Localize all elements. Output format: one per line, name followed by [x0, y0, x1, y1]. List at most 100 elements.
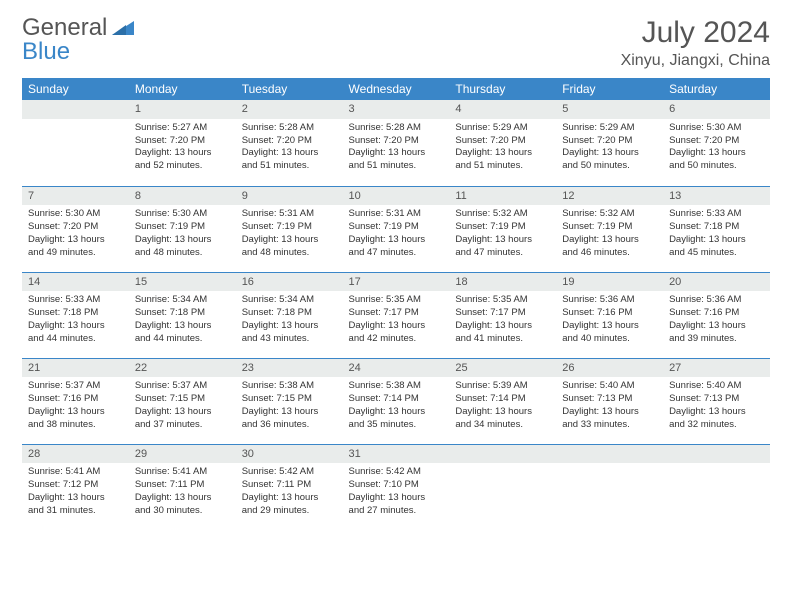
- sunrise-text: Sunrise: 5:40 AM: [669, 380, 764, 393]
- daylight-text: and 51 minutes.: [455, 160, 550, 173]
- calendar-day-cell: 25Sunrise: 5:39 AMSunset: 7:14 PMDayligh…: [449, 358, 556, 444]
- calendar-day-cell: 5Sunrise: 5:29 AMSunset: 7:20 PMDaylight…: [556, 100, 663, 186]
- day-number: 23: [236, 359, 343, 378]
- sunrise-text: Sunrise: 5:36 AM: [669, 294, 764, 307]
- calendar-day-cell: 9Sunrise: 5:31 AMSunset: 7:19 PMDaylight…: [236, 186, 343, 272]
- daylight-text: and 48 minutes.: [135, 247, 230, 260]
- weekday-header: Saturday: [663, 78, 770, 100]
- day-number: 20: [663, 273, 770, 292]
- daylight-text: Daylight: 13 hours: [562, 234, 657, 247]
- sunrise-text: Sunrise: 5:28 AM: [349, 122, 444, 135]
- daylight-text: Daylight: 13 hours: [349, 492, 444, 505]
- calendar-day-cell: 23Sunrise: 5:38 AMSunset: 7:15 PMDayligh…: [236, 358, 343, 444]
- calendar-day-cell: 6Sunrise: 5:30 AMSunset: 7:20 PMDaylight…: [663, 100, 770, 186]
- daylight-text: and 32 minutes.: [669, 419, 764, 432]
- sunrise-text: Sunrise: 5:34 AM: [242, 294, 337, 307]
- daylight-text: and 30 minutes.: [135, 505, 230, 518]
- daylight-text: and 36 minutes.: [242, 419, 337, 432]
- sunset-text: Sunset: 7:18 PM: [28, 307, 123, 320]
- daylight-text: Daylight: 13 hours: [135, 492, 230, 505]
- daylight-text: and 42 minutes.: [349, 333, 444, 346]
- sunset-text: Sunset: 7:20 PM: [135, 135, 230, 148]
- daylight-text: Daylight: 13 hours: [135, 406, 230, 419]
- sunrise-text: Sunrise: 5:42 AM: [242, 466, 337, 479]
- sunset-text: Sunset: 7:15 PM: [242, 393, 337, 406]
- day-number: 8: [129, 187, 236, 206]
- daylight-text: and 31 minutes.: [28, 505, 123, 518]
- calendar-day-cell: [22, 100, 129, 186]
- weekday-header: Sunday: [22, 78, 129, 100]
- sunset-text: Sunset: 7:10 PM: [349, 479, 444, 492]
- day-details: Sunrise: 5:29 AMSunset: 7:20 PMDaylight:…: [556, 119, 663, 177]
- day-number: 11: [449, 187, 556, 206]
- day-number: 17: [343, 273, 450, 292]
- daylight-text: Daylight: 13 hours: [28, 406, 123, 419]
- day-details: Sunrise: 5:41 AMSunset: 7:11 PMDaylight:…: [129, 463, 236, 521]
- calendar-day-cell: 13Sunrise: 5:33 AMSunset: 7:18 PMDayligh…: [663, 186, 770, 272]
- day-number: [663, 445, 770, 464]
- day-details: Sunrise: 5:31 AMSunset: 7:19 PMDaylight:…: [343, 205, 450, 263]
- calendar-day-cell: 28Sunrise: 5:41 AMSunset: 7:12 PMDayligh…: [22, 444, 129, 530]
- sunrise-text: Sunrise: 5:33 AM: [669, 208, 764, 221]
- day-details: Sunrise: 5:35 AMSunset: 7:17 PMDaylight:…: [449, 291, 556, 349]
- sunset-text: Sunset: 7:17 PM: [455, 307, 550, 320]
- sunset-text: Sunset: 7:12 PM: [28, 479, 123, 492]
- sunset-text: Sunset: 7:16 PM: [669, 307, 764, 320]
- daylight-text: Daylight: 13 hours: [135, 320, 230, 333]
- daylight-text: and 34 minutes.: [455, 419, 550, 432]
- sunrise-text: Sunrise: 5:30 AM: [28, 208, 123, 221]
- sunset-text: Sunset: 7:14 PM: [349, 393, 444, 406]
- sunset-text: Sunset: 7:16 PM: [562, 307, 657, 320]
- month-title: July 2024: [621, 16, 770, 50]
- calendar-day-cell: 31Sunrise: 5:42 AMSunset: 7:10 PMDayligh…: [343, 444, 450, 530]
- daylight-text: and 40 minutes.: [562, 333, 657, 346]
- daylight-text: and 33 minutes.: [562, 419, 657, 432]
- day-details: Sunrise: 5:28 AMSunset: 7:20 PMDaylight:…: [343, 119, 450, 177]
- day-details: Sunrise: 5:34 AMSunset: 7:18 PMDaylight:…: [236, 291, 343, 349]
- daylight-text: Daylight: 13 hours: [349, 147, 444, 160]
- calendar-day-cell: 17Sunrise: 5:35 AMSunset: 7:17 PMDayligh…: [343, 272, 450, 358]
- sunset-text: Sunset: 7:19 PM: [455, 221, 550, 234]
- calendar-day-cell: 22Sunrise: 5:37 AMSunset: 7:15 PMDayligh…: [129, 358, 236, 444]
- weekday-header: Monday: [129, 78, 236, 100]
- day-details: Sunrise: 5:32 AMSunset: 7:19 PMDaylight:…: [556, 205, 663, 263]
- calendar-day-cell: 29Sunrise: 5:41 AMSunset: 7:11 PMDayligh…: [129, 444, 236, 530]
- weekday-header: Thursday: [449, 78, 556, 100]
- day-details: Sunrise: 5:36 AMSunset: 7:16 PMDaylight:…: [663, 291, 770, 349]
- sunset-text: Sunset: 7:15 PM: [135, 393, 230, 406]
- calendar-body: 1Sunrise: 5:27 AMSunset: 7:20 PMDaylight…: [22, 100, 770, 530]
- logo-triangle-icon: [110, 16, 134, 40]
- daylight-text: Daylight: 13 hours: [349, 406, 444, 419]
- sunset-text: Sunset: 7:11 PM: [242, 479, 337, 492]
- sunrise-text: Sunrise: 5:35 AM: [455, 294, 550, 307]
- calendar-day-cell: 10Sunrise: 5:31 AMSunset: 7:19 PMDayligh…: [343, 186, 450, 272]
- sunset-text: Sunset: 7:19 PM: [135, 221, 230, 234]
- weekday-header: Wednesday: [343, 78, 450, 100]
- daylight-text: Daylight: 13 hours: [28, 234, 123, 247]
- day-number: 15: [129, 273, 236, 292]
- calendar-day-cell: [556, 444, 663, 530]
- daylight-text: and 27 minutes.: [349, 505, 444, 518]
- daylight-text: and 45 minutes.: [669, 247, 764, 260]
- calendar-week-row: 28Sunrise: 5:41 AMSunset: 7:12 PMDayligh…: [22, 444, 770, 530]
- sunset-text: Sunset: 7:18 PM: [135, 307, 230, 320]
- day-number: 27: [663, 359, 770, 378]
- daylight-text: and 51 minutes.: [242, 160, 337, 173]
- sunrise-text: Sunrise: 5:41 AM: [135, 466, 230, 479]
- daylight-text: Daylight: 13 hours: [562, 320, 657, 333]
- daylight-text: and 46 minutes.: [562, 247, 657, 260]
- calendar-day-cell: 20Sunrise: 5:36 AMSunset: 7:16 PMDayligh…: [663, 272, 770, 358]
- day-details: Sunrise: 5:38 AMSunset: 7:14 PMDaylight:…: [343, 377, 450, 435]
- day-details: Sunrise: 5:42 AMSunset: 7:10 PMDaylight:…: [343, 463, 450, 521]
- sunset-text: Sunset: 7:18 PM: [242, 307, 337, 320]
- day-details: Sunrise: 5:30 AMSunset: 7:19 PMDaylight:…: [129, 205, 236, 263]
- daylight-text: and 38 minutes.: [28, 419, 123, 432]
- daylight-text: Daylight: 13 hours: [349, 320, 444, 333]
- sunset-text: Sunset: 7:13 PM: [562, 393, 657, 406]
- daylight-text: Daylight: 13 hours: [28, 492, 123, 505]
- calendar-week-row: 21Sunrise: 5:37 AMSunset: 7:16 PMDayligh…: [22, 358, 770, 444]
- daylight-text: Daylight: 13 hours: [242, 320, 337, 333]
- sunset-text: Sunset: 7:20 PM: [455, 135, 550, 148]
- day-number: 5: [556, 100, 663, 119]
- daylight-text: and 47 minutes.: [455, 247, 550, 260]
